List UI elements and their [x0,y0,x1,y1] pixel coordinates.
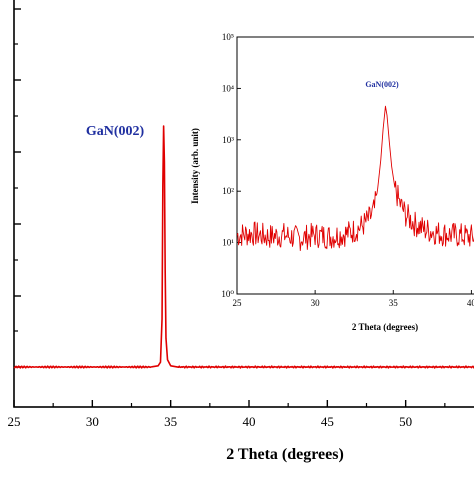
inset-plot-frame [237,37,474,294]
main-x-tick-label: 30 [86,414,99,429]
main-x-tick-label: 45 [321,414,334,429]
main-y-ticks [14,9,21,367]
inset-y-tick-label: 10³ [222,135,234,145]
inset-y-tick-label: 10⁵ [222,32,234,42]
main-x-tick-label: 50 [399,414,412,429]
inset-y-tick-label: 10¹ [222,238,234,248]
main-x-tick-label: 35 [164,414,177,429]
main-x-tick-label: 40 [243,414,256,429]
inset-x-tick-label: 30 [311,298,321,308]
inset-y-tick-label: 10⁴ [222,83,234,93]
inset-y-tick-label: 10⁰ [221,289,234,299]
main-x-axis-title: 2 Theta (degrees) [226,446,344,463]
inset-peak-annotation: GaN(002) [365,80,399,89]
inset-y-tick-label: 10² [222,186,234,196]
inset-x-tick-label: 25 [233,298,243,308]
main-x-tick-label: 25 [8,414,21,429]
main-x-ticks: 25303540455055 [8,400,474,429]
inset-x-tick-label: 35 [389,298,399,308]
inset-x-axis-title: 2 Theta (degrees) [352,322,418,332]
inset-y-axis-title: Intensity (arb. unit) [190,128,200,204]
main-peak-annotation: GaN(002) [86,124,145,139]
inset-x-tick-label: 40 [467,298,474,308]
